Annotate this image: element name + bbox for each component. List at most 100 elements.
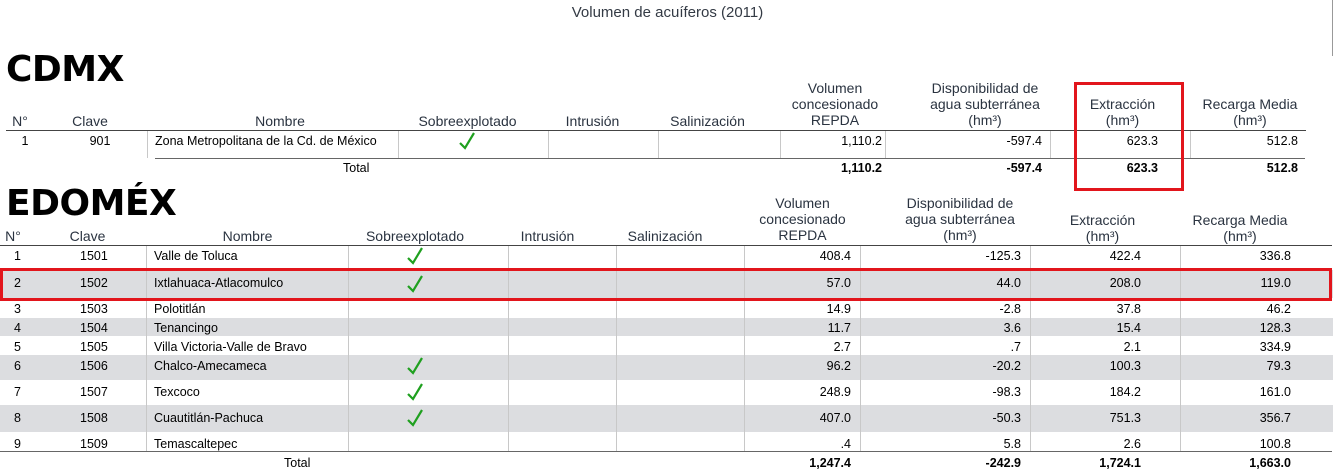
col-divider — [398, 131, 399, 158]
col-no: N° — [5, 228, 21, 244]
cell-volumen: 1,110.2 — [841, 134, 882, 148]
cell-no: 2 — [14, 276, 21, 290]
total-rule — [0, 451, 1332, 452]
col-extraccion: Extracción (hm³) — [1075, 96, 1170, 128]
header-rule — [0, 245, 1332, 246]
cell-clave: 1504 — [80, 321, 108, 335]
cell-volumen: 96.2 — [826, 359, 851, 373]
col-disp-l2: agua subterránea — [905, 211, 1015, 227]
col-divider — [744, 246, 745, 451]
col-disponibilidad: Disponibilidad de agua subterránea (hm³) — [880, 195, 1040, 243]
cell-extraccion: 37.8 — [1116, 302, 1141, 316]
total-disponibilidad: -597.4 — [1006, 161, 1042, 175]
cell-disponibilidad: 3.6 — [1003, 321, 1021, 335]
col-disp-l3: (hm³) — [968, 112, 1002, 128]
cell-recarga: 161.0 — [1259, 385, 1291, 399]
col-disp-l1: Disponibilidad de — [931, 80, 1039, 96]
col-divider — [548, 131, 549, 158]
col-recarga-l2: (hm³) — [1223, 228, 1257, 244]
cell-no: 9 — [14, 437, 21, 451]
col-divider — [1050, 131, 1051, 158]
col-sobreexplotado: Sobreexplotado — [418, 113, 517, 129]
divider — [1332, 0, 1333, 56]
total-recarga: 512.8 — [1266, 161, 1298, 175]
cell-recarga: 100.8 — [1259, 437, 1291, 451]
highlight-extraccion-cdmx — [1074, 82, 1184, 191]
cell-extraccion: 422.4 — [1109, 249, 1141, 263]
cell-recarga: 128.3 — [1259, 321, 1291, 335]
cell-disponibilidad: -20.2 — [992, 359, 1022, 373]
cell-volumen: 57.0 — [826, 276, 851, 290]
cell-extraccion: 208.0 — [1109, 276, 1141, 290]
col-volumen-l3: REPDA — [810, 112, 860, 128]
total-volumen: 1,110.2 — [840, 161, 882, 175]
col-volumen-l2: concesionado — [759, 211, 846, 227]
col-salinizacion: Salinización — [670, 113, 745, 129]
row-stripe — [0, 270, 1333, 298]
cell-nombre: Polotitlán — [154, 302, 206, 316]
cell-disponibilidad: 44.0 — [996, 276, 1021, 290]
col-volumen: Volumen concesionado REPDA — [770, 80, 900, 128]
cell-clave: 1506 — [80, 359, 108, 373]
cell-clave: 901 — [89, 134, 111, 148]
total-extraccion: 623.3 — [1126, 161, 1158, 175]
col-disponibilidad: Disponibilidad de agua subterránea (hm³) — [905, 80, 1065, 128]
cell-volumen: 248.9 — [819, 385, 851, 399]
cell-clave: 1501 — [80, 249, 108, 263]
col-divider — [1190, 131, 1191, 158]
col-intrusion: Intrusión — [520, 228, 575, 244]
cell-volumen: 408.4 — [819, 249, 851, 263]
cell-no: 4 — [14, 321, 21, 335]
cell-clave: 1508 — [80, 411, 108, 425]
cdmx-heading: CDMX — [6, 49, 124, 90]
cell-volumen: .4 — [840, 437, 851, 451]
col-disp-l3: (hm³) — [943, 227, 977, 243]
check-icon — [459, 132, 475, 150]
cell-no: 1 — [14, 249, 21, 263]
col-divider — [348, 246, 349, 451]
cell-extraccion: 2.6 — [1123, 437, 1141, 451]
cell-recarga: 119.0 — [1260, 276, 1291, 290]
check-icon — [407, 409, 423, 427]
cell-recarga: 79.3 — [1266, 359, 1291, 373]
col-extr-l2: (hm³) — [1105, 112, 1140, 128]
cell-no: 1 — [21, 134, 29, 148]
col-salinizacion: Salinización — [627, 228, 703, 244]
cell-recarga: 356.7 — [1259, 411, 1291, 425]
cell-clave: 1505 — [80, 340, 108, 354]
check-icon — [407, 357, 423, 375]
cell-disponibilidad: -125.3 — [985, 249, 1021, 263]
total-label: Total — [284, 456, 311, 470]
col-nombre: Nombre — [255, 113, 305, 129]
cell-no: 8 — [14, 411, 21, 425]
col-volumen-l1: Volumen — [807, 80, 863, 96]
row-stripe — [0, 405, 1333, 432]
cell-disponibilidad: -2.8 — [999, 302, 1021, 316]
total-disponibilidad: -242.9 — [985, 456, 1021, 470]
cell-nombre: Tenancingo — [154, 321, 218, 335]
col-divider — [1030, 246, 1031, 451]
cell-no: 7 — [14, 385, 21, 399]
col-divider — [616, 246, 617, 451]
cell-disponibilidad: -597.4 — [1006, 134, 1042, 148]
cell-extraccion: 15.4 — [1116, 321, 1141, 335]
cell-volumen: 407.0 — [819, 411, 851, 425]
check-icon — [407, 275, 423, 293]
col-disp-l1: Disponibilidad de — [906, 195, 1014, 211]
col-extr-l2: (hm³) — [1085, 228, 1120, 244]
cell-recarga: 512.8 — [1266, 134, 1298, 148]
col-no: N° — [12, 113, 28, 129]
col-volumen-l2: concesionado — [791, 96, 879, 112]
cell-disponibilidad: -50.3 — [992, 411, 1022, 425]
col-nombre: Nombre — [222, 228, 273, 244]
col-divider — [1180, 246, 1181, 451]
highlight-row-ixtlahuaca — [0, 268, 1332, 301]
col-recarga-l1: Recarga Media — [1202, 96, 1298, 112]
col-divider — [147, 131, 148, 158]
cell-disponibilidad: .7 — [1010, 340, 1021, 354]
edomex-heading: EDOMÉX — [6, 183, 177, 224]
cell-no: 6 — [14, 359, 21, 373]
cell-nombre: Temascaltepec — [154, 437, 238, 451]
cell-nombre: Texcoco — [154, 385, 200, 399]
col-recarga: Recarga Media (hm³) — [1170, 212, 1310, 244]
